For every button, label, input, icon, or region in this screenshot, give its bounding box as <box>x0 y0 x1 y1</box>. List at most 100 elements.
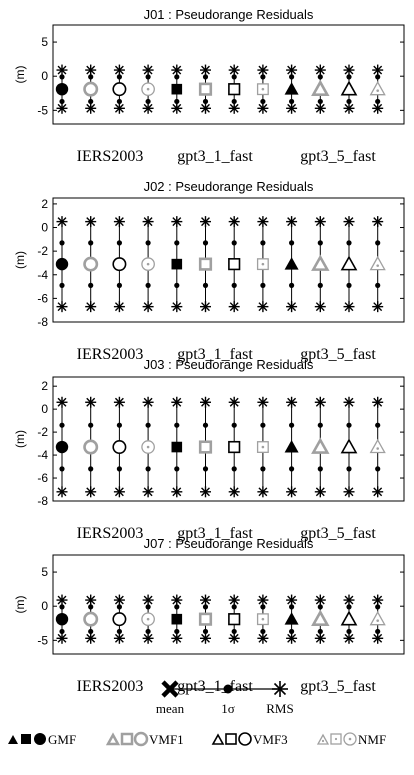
sigma-lower-dot <box>174 466 180 472</box>
mean-marker-center-dot <box>376 447 380 450</box>
rms-upper-star <box>171 64 183 76</box>
mean-marker <box>198 82 213 96</box>
rms-upper-star <box>286 64 298 76</box>
sigma-lower-dot <box>116 98 122 105</box>
rms-upper-star <box>343 216 355 228</box>
mean-marker-shape <box>340 438 358 454</box>
series-1 <box>55 216 69 313</box>
sigma-lower-dot <box>202 282 209 288</box>
mean-marker-shape <box>369 610 386 626</box>
mean-marker <box>340 80 358 96</box>
mean-marker-shape <box>311 609 330 626</box>
sigma-upper-dot <box>260 422 266 428</box>
mean-marker-shape <box>228 613 241 626</box>
series-8 <box>256 216 269 313</box>
sigma-lower-dot <box>260 282 266 288</box>
sigma-upper-dot <box>174 74 180 80</box>
mean-marker <box>284 612 299 625</box>
sigma-lower-dot <box>289 98 295 105</box>
series-5 <box>171 594 183 644</box>
rms-upper-star <box>200 216 211 228</box>
mean-marker <box>198 612 213 626</box>
mean-marker-shape <box>228 440 241 454</box>
sigma-lower-dot <box>116 282 122 288</box>
rms-lower-star <box>85 102 97 114</box>
series-9 <box>284 396 299 498</box>
rms-lower-star <box>85 632 97 644</box>
sigma-upper-dot <box>174 422 180 428</box>
sigma-lower-dot <box>145 466 151 472</box>
mean-marker <box>55 440 69 454</box>
rms-upper-star <box>113 594 125 606</box>
mean-marker <box>112 440 127 455</box>
mean-marker-center-dot <box>146 445 150 449</box>
y-tick-label: 5 <box>41 565 48 579</box>
gmf-marker-icons <box>8 733 46 745</box>
mean-marker <box>198 257 213 271</box>
rms-lower-star <box>56 486 68 498</box>
sigma-upper-dot <box>346 240 352 246</box>
mean-marker-shape <box>284 612 299 625</box>
group-label: gpt3_5_fast <box>300 148 376 165</box>
rms-upper-star <box>314 396 326 408</box>
rms-upper-star <box>142 594 154 606</box>
sigma-upper-dot <box>346 422 352 428</box>
rms-lower-star <box>228 486 240 498</box>
rms-lower-star <box>372 102 384 114</box>
mean-marker-shape <box>228 258 241 271</box>
series-3 <box>112 216 127 313</box>
rms-upper-star <box>372 216 384 228</box>
sigma-lower-dot <box>88 628 94 635</box>
panel-1: J01 : Pseudorange Residuals -5 0 5 (m) IERS20… <box>13 7 405 165</box>
sigma-upper-dot <box>317 604 323 610</box>
rms-upper-star <box>85 594 97 606</box>
mean-marker-shape <box>171 83 183 95</box>
sigma-upper-dot <box>317 74 323 80</box>
mean-marker-shape <box>112 612 127 627</box>
mean-marker <box>284 82 299 95</box>
sigma-lower-dot <box>289 628 295 635</box>
series-12 <box>369 64 386 114</box>
rms-lower-star <box>56 102 68 114</box>
sigma-lower-dot <box>231 628 237 635</box>
mean-marker <box>228 83 241 96</box>
mean-marker-shape <box>198 440 213 454</box>
series-7 <box>228 594 241 644</box>
y-tick-label: 0 <box>41 599 48 613</box>
mean-marker-shape <box>83 439 99 455</box>
mean-marker-shape <box>284 82 299 95</box>
mapping-legend: GMF VMF1 VMF3 NMF <box>8 731 386 747</box>
mean-marker-center-dot <box>146 617 150 621</box>
series-9 <box>284 216 299 313</box>
rms-lower-star <box>286 102 298 114</box>
rms-lower-star <box>200 632 211 644</box>
rms-upper-star <box>56 216 68 228</box>
sigma-upper-dot <box>289 422 295 428</box>
group-label: IERS2003 <box>77 678 144 695</box>
mean-marker-center-dot <box>146 262 150 266</box>
rms-upper-star <box>171 216 183 228</box>
mean-marker-shape <box>198 257 213 271</box>
sigma-upper-dot <box>116 422 122 428</box>
rms-upper-star <box>314 594 326 606</box>
rms-lower-star <box>314 486 326 498</box>
rms-lower-star <box>314 632 326 644</box>
mean-marker-shape <box>369 255 386 271</box>
rms-lower-star <box>257 632 269 644</box>
sigma-lower-dot <box>202 466 209 472</box>
rms-lower-star <box>85 301 97 313</box>
series-8 <box>256 396 269 498</box>
rms-lower-star <box>314 301 326 313</box>
rms-lower-star <box>286 301 298 313</box>
mean-marker <box>256 441 269 453</box>
rms-upper-star <box>372 64 384 76</box>
mean-marker-center-dot <box>376 89 380 92</box>
rms-lower-star <box>113 102 125 114</box>
y-tick-label: 0 <box>41 402 48 416</box>
mean-marker-shape <box>83 611 99 627</box>
rms-lower-star <box>343 486 355 498</box>
sigma-lower-dot <box>375 98 381 105</box>
rms-upper-star <box>372 594 384 606</box>
sigma-upper-dot <box>145 604 151 610</box>
series-4 <box>141 64 155 114</box>
